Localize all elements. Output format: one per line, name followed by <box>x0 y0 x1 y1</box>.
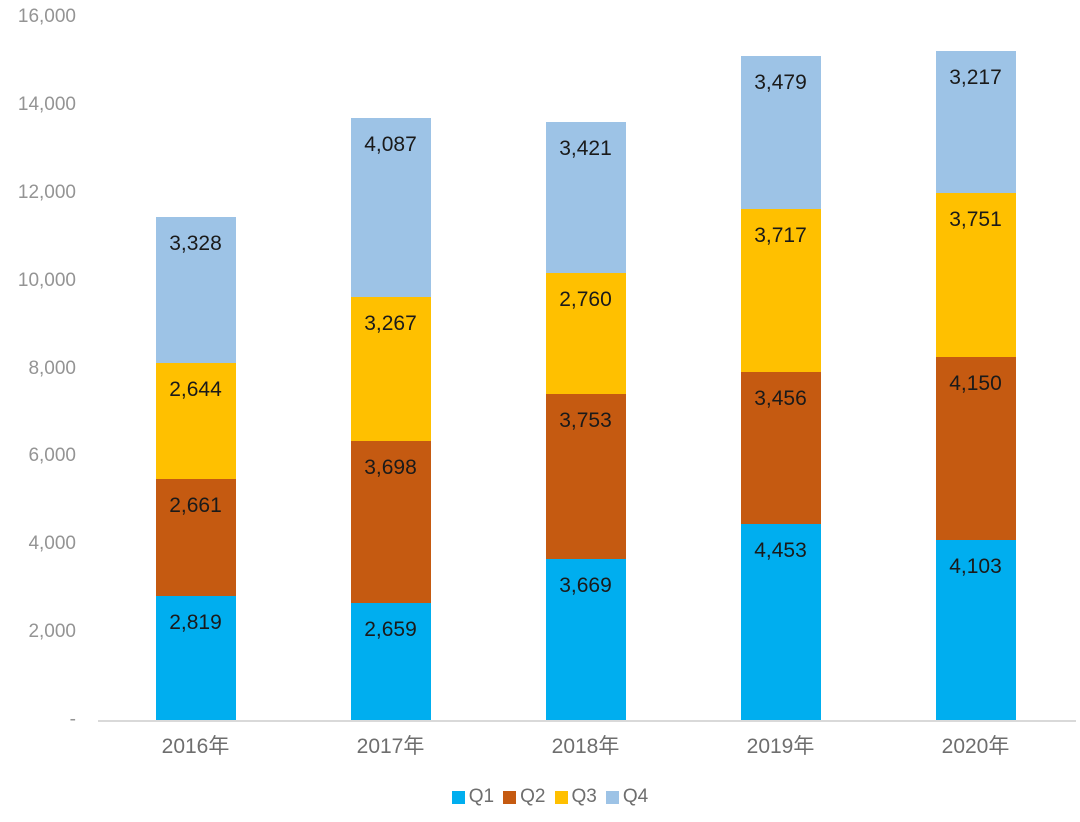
y-axis-tick-label: 8,000 <box>28 357 76 379</box>
data-label: 3,328 <box>169 231 222 255</box>
x-axis-category-label: 2017年 <box>356 735 425 758</box>
data-label: 4,103 <box>949 554 1002 578</box>
legend-swatch-q1 <box>451 790 465 804</box>
bar-segment-q2: 3,753 <box>545 393 626 559</box>
y-axis-tick-label: 2,000 <box>28 621 76 643</box>
data-label: 3,421 <box>559 137 612 161</box>
data-label: 2,760 <box>559 287 612 311</box>
legend-item-q3: Q3 <box>554 786 597 807</box>
data-label: 3,717 <box>754 224 807 248</box>
data-label: 4,453 <box>754 539 807 563</box>
bar-segment-q1: 2,659 <box>350 603 431 720</box>
legend-label: Q3 <box>571 786 597 807</box>
y-axis-tick-label: - <box>69 709 76 730</box>
data-label: 3,698 <box>364 455 417 479</box>
bar-segment-q1: 3,669 <box>545 558 626 720</box>
data-label: 4,150 <box>949 372 1002 396</box>
bar-segment-q4: 3,328 <box>155 216 236 364</box>
y-axis-tick-label: 10,000 <box>17 269 76 291</box>
bar-segment-q3: 3,751 <box>935 192 1016 358</box>
legend-item-q4: Q4 <box>605 786 649 807</box>
x-axis-category-label: 2018年 <box>551 735 620 758</box>
legend-item-q2: Q2 <box>503 786 546 807</box>
data-label: 3,479 <box>754 71 807 95</box>
bar-segment-q1: 2,819 <box>155 596 236 720</box>
bar-segment-q3: 3,717 <box>740 209 821 373</box>
bar-segment-q4: 3,479 <box>740 56 821 210</box>
data-label: 3,669 <box>559 573 612 597</box>
bar-segment-q3: 2,644 <box>155 363 236 480</box>
legend-label: Q4 <box>622 786 649 807</box>
y-axis-tick-label: 14,000 <box>17 93 76 115</box>
bar-segment-q4: 3,217 <box>935 51 1016 193</box>
x-axis-line <box>98 720 1076 722</box>
bar-segment-q3: 2,760 <box>545 272 626 394</box>
data-label: 3,751 <box>949 207 1002 231</box>
y-axis-tick-label: 4,000 <box>28 533 76 555</box>
y-axis-tick-label: 6,000 <box>28 445 76 467</box>
legend-swatch-q4 <box>605 790 619 804</box>
bar-segment-q2: 4,150 <box>935 357 1016 540</box>
legend-item-q1: Q1 <box>451 786 495 807</box>
y-axis-tick-label: 16,000 <box>17 6 76 27</box>
x-axis-category-label: 2019年 <box>746 735 815 758</box>
bar-segment-q2: 2,661 <box>155 479 236 597</box>
data-label: 3,753 <box>559 408 612 432</box>
bar-segment-q4: 3,421 <box>545 122 626 273</box>
bar-segment-q1: 4,103 <box>935 539 1016 720</box>
data-label: 3,217 <box>949 66 1002 90</box>
x-axis-category-label: 2020年 <box>941 735 1010 758</box>
data-label: 2,661 <box>169 494 222 518</box>
bar-segment-q4: 4,087 <box>350 117 431 298</box>
bar-segment-q2: 3,698 <box>350 440 431 604</box>
legend-swatch-q3 <box>554 790 568 804</box>
x-axis-category-label: 2016年 <box>161 735 230 758</box>
bar-segment-q1: 4,453 <box>740 524 821 720</box>
data-label: 4,087 <box>364 132 417 156</box>
data-label: 2,819 <box>169 611 222 635</box>
legend-label: Q2 <box>520 786 546 807</box>
bar-segment-q2: 3,456 <box>740 372 821 525</box>
legend: Q1 Q2 Q3 Q4 <box>20 784 1080 810</box>
data-label: 2,644 <box>169 378 222 402</box>
data-label: 2,659 <box>364 618 417 642</box>
legend-swatch-q2 <box>503 790 517 804</box>
legend-label: Q1 <box>468 786 495 807</box>
data-label: 3,456 <box>754 387 807 411</box>
data-label: 3,267 <box>364 312 417 336</box>
bar-segment-q3: 3,267 <box>350 297 431 441</box>
y-axis-tick-label: 12,000 <box>17 181 76 203</box>
